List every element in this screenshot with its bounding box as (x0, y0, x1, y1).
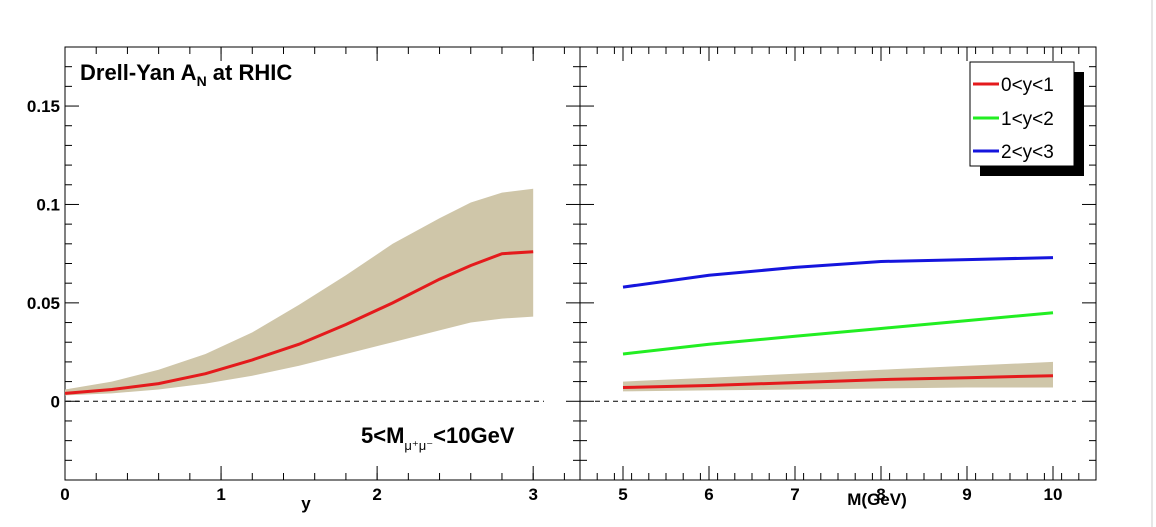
right-x-tick-label-2: 7 (790, 485, 799, 504)
mass-range-annotation: 5<Mμ⁺μ⁻<10GeV (361, 423, 515, 453)
right-panel: 5 6 7 8 9 10 (579, 46, 1097, 504)
left-series-line-0 (64, 250, 534, 395)
left-uncertainty-band (65, 188, 534, 396)
right-x-tick-label-1: 6 (704, 485, 713, 504)
chart-title-subscript: N (197, 73, 207, 89)
right-x-tick-label-0: 5 (618, 485, 627, 504)
right-x-tick-label-5: 10 (1044, 485, 1063, 504)
legend-label-0: 0<y<1 (1001, 75, 1054, 96)
chart-title-suffix: at RHIC (207, 60, 293, 85)
annotation-suffix: <10GeV (433, 423, 515, 448)
left-y-tick-label-0: 0 (51, 392, 60, 411)
left-y-tick-label-2: 0.1 (36, 195, 60, 214)
x-axis-label-right: M(GeV) (847, 490, 907, 509)
annotation-subscript: μ⁺μ⁻ (404, 438, 433, 453)
x-axis-label-left: y (301, 494, 311, 513)
left-x-tick-label-3: 3 (528, 485, 537, 504)
left-y-tick-label-3: 0.15 (27, 97, 60, 116)
legend-box (969, 61, 1075, 167)
chart-title-main: Drell-Yan A (80, 60, 197, 85)
left-x-tick-label-0: 0 (60, 485, 69, 504)
right-x-tick-label-3: 8 (876, 485, 885, 504)
left-y-tick-label-1: 0.05 (27, 294, 60, 313)
right-x-tick-label-4: 9 (962, 485, 971, 504)
left-x-tick-label-2: 2 (372, 485, 381, 504)
left-x-tick-label-1: 1 (216, 485, 225, 504)
legend-label-2: 2<y<3 (1001, 142, 1054, 163)
right-series-line-2 (622, 256, 1054, 289)
legend-label-1: 1<y<2 (1001, 109, 1054, 130)
legend: 0<y<1 1<y<2 2<y<3 (969, 61, 1084, 176)
chart-title: Drell-Yan AN at RHIC (80, 60, 292, 89)
right-series-line-0 (622, 374, 1054, 389)
annotation-prefix: 5<M (361, 423, 404, 448)
right-series-line-1 (622, 311, 1054, 356)
